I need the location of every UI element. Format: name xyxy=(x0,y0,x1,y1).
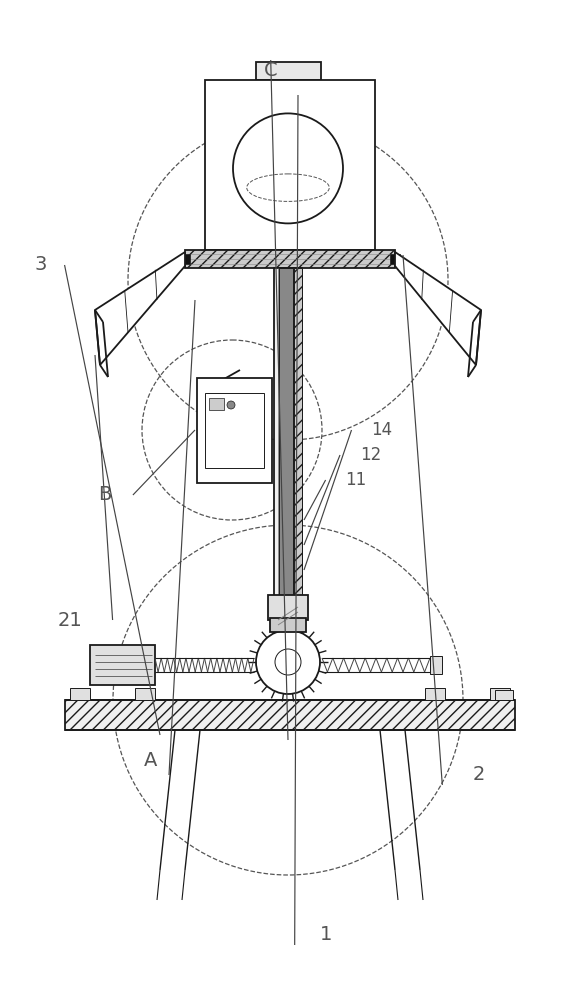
Circle shape xyxy=(233,113,343,223)
Bar xyxy=(294,268,302,660)
Bar xyxy=(200,381,269,480)
Text: 11: 11 xyxy=(346,471,367,489)
Bar xyxy=(495,690,513,700)
Bar xyxy=(268,595,308,620)
Bar xyxy=(205,393,264,468)
Text: 3: 3 xyxy=(35,255,47,274)
Bar xyxy=(270,618,306,632)
Bar xyxy=(185,250,395,268)
Circle shape xyxy=(256,630,320,694)
Text: 14: 14 xyxy=(372,421,393,439)
Bar xyxy=(274,268,302,660)
Text: C: C xyxy=(264,60,278,80)
Bar xyxy=(205,80,375,250)
Bar xyxy=(70,688,90,700)
Text: 2: 2 xyxy=(472,766,484,784)
Bar xyxy=(390,254,400,264)
Polygon shape xyxy=(395,252,481,365)
Text: 12: 12 xyxy=(360,446,381,464)
Bar xyxy=(209,398,224,410)
Bar xyxy=(279,268,293,660)
Bar xyxy=(256,62,321,80)
Bar xyxy=(135,688,155,700)
Circle shape xyxy=(275,649,301,675)
Bar xyxy=(490,688,510,700)
Bar xyxy=(197,378,272,483)
Text: 21: 21 xyxy=(58,610,82,630)
Bar xyxy=(425,688,445,700)
Bar xyxy=(65,700,515,730)
Circle shape xyxy=(227,401,235,409)
Polygon shape xyxy=(95,252,185,365)
Bar xyxy=(430,656,442,674)
Bar xyxy=(90,645,155,685)
Bar xyxy=(180,254,190,264)
Text: 1: 1 xyxy=(320,926,332,944)
Text: A: A xyxy=(144,750,157,770)
Text: B: B xyxy=(98,486,111,504)
